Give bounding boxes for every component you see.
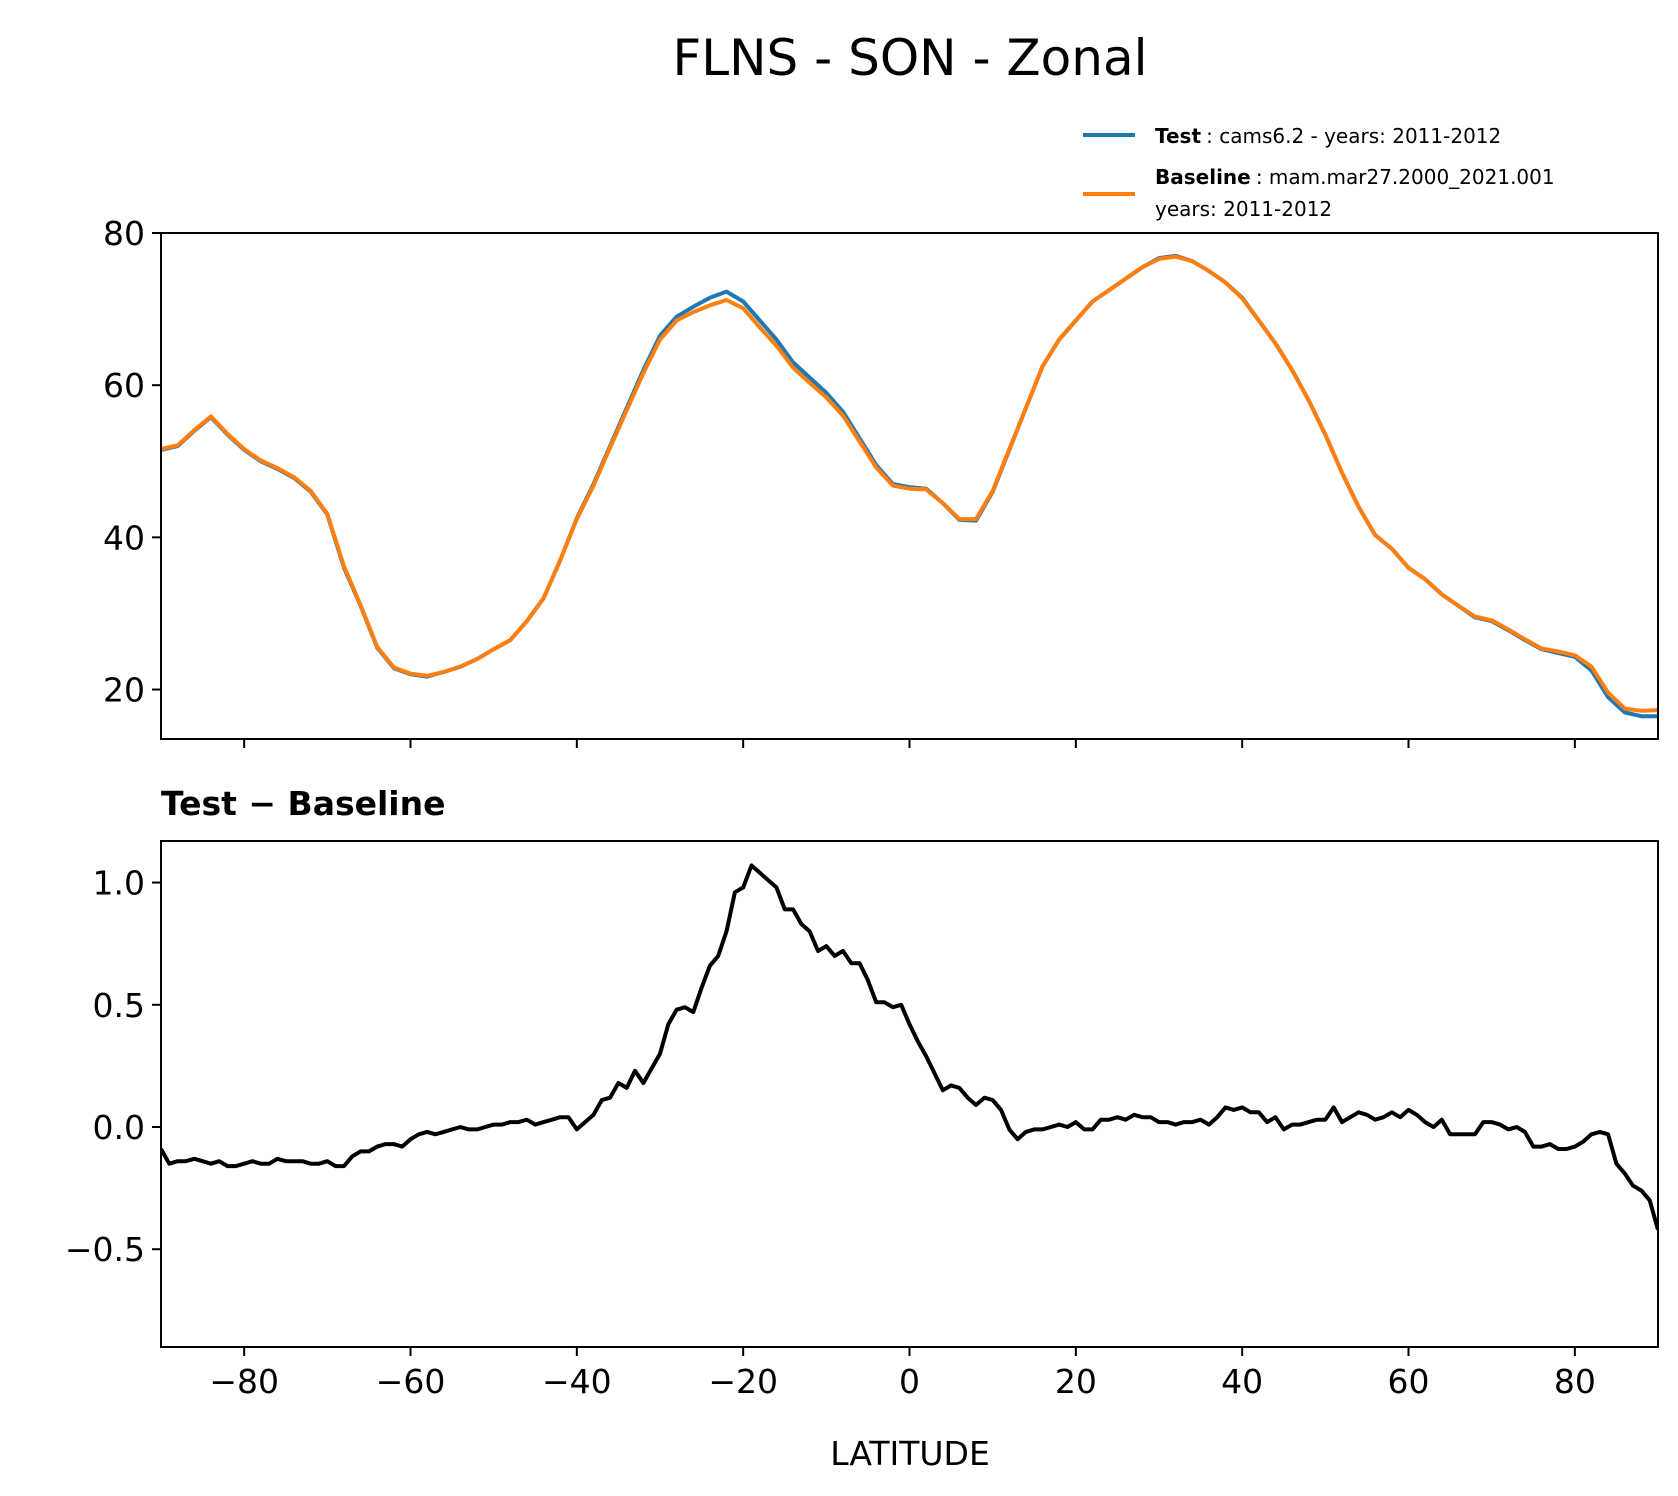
x-tick-label: −60 <box>376 1362 446 1401</box>
legend-test-bold: Test <box>1155 124 1201 148</box>
legend-test-text: Test : cams6.2 - years: 2011-2012 <box>1155 124 1501 148</box>
legend-baseline-bold: Baseline <box>1155 165 1251 189</box>
bottom-panel: Test − Baseline −0.50.00.51.0 −80 −60 −40−… <box>65 784 1659 1473</box>
x-tick-label: −40 <box>542 1362 612 1401</box>
top-x-ticks <box>243 739 1576 748</box>
legend: Test : cams6.2 - years: 2011-2012 Baseli… <box>1083 124 1555 221</box>
legend-baseline-rest: : mam.mar27.2000_2021.001 <box>1256 165 1555 189</box>
x-tick-label: 80 <box>1554 1362 1596 1401</box>
x-tick-label: 20 <box>1055 1362 1097 1401</box>
bottom-x-ticks: −80 −60 −40 −20 0 20 40 60 80 <box>209 1347 1596 1401</box>
legend-baseline-line2: years: 2011-2012 <box>1155 197 1332 221</box>
y-tick-label: 1.0 <box>93 864 145 903</box>
y-tick-label: −0.5 <box>65 1230 145 1269</box>
legend-test-rest: : cams6.2 - years: 2011-2012 <box>1206 124 1501 148</box>
y-tick-label: 0.5 <box>93 986 145 1025</box>
diff-subtitle: Test − Baseline <box>161 784 446 823</box>
x-tick-label: 0 <box>899 1362 920 1401</box>
x-tick-label: −80 <box>209 1362 279 1401</box>
y-tick-label: 0.0 <box>93 1108 145 1147</box>
x-tick-label: 40 <box>1221 1362 1263 1401</box>
figure-title: FLNS - SON - Zonal <box>673 29 1148 87</box>
top-series-group <box>161 253 1658 719</box>
x-tick-label: −20 <box>708 1362 778 1401</box>
top-y-ticks: 20 40 60 80 <box>103 214 161 710</box>
y-tick-label: 20 <box>103 671 145 710</box>
top-panel: 20 40 60 80 <box>103 214 1659 748</box>
bottom-y-ticks: −0.5 0.0 0.5 1.0 <box>65 864 161 1269</box>
y-tick-label: 60 <box>103 366 145 405</box>
baseline-series-line <box>161 254 1658 713</box>
bottom-series-group <box>161 863 1658 1231</box>
difference-series-line <box>161 863 1658 1231</box>
y-tick-label: 40 <box>103 518 145 557</box>
x-tick-label: 60 <box>1388 1362 1430 1401</box>
x-axis-label: LATITUDE <box>830 1434 990 1473</box>
legend-baseline-text: Baseline : mam.mar27.2000_2021.001 <box>1155 165 1555 189</box>
y-tick-label: 80 <box>103 214 145 253</box>
